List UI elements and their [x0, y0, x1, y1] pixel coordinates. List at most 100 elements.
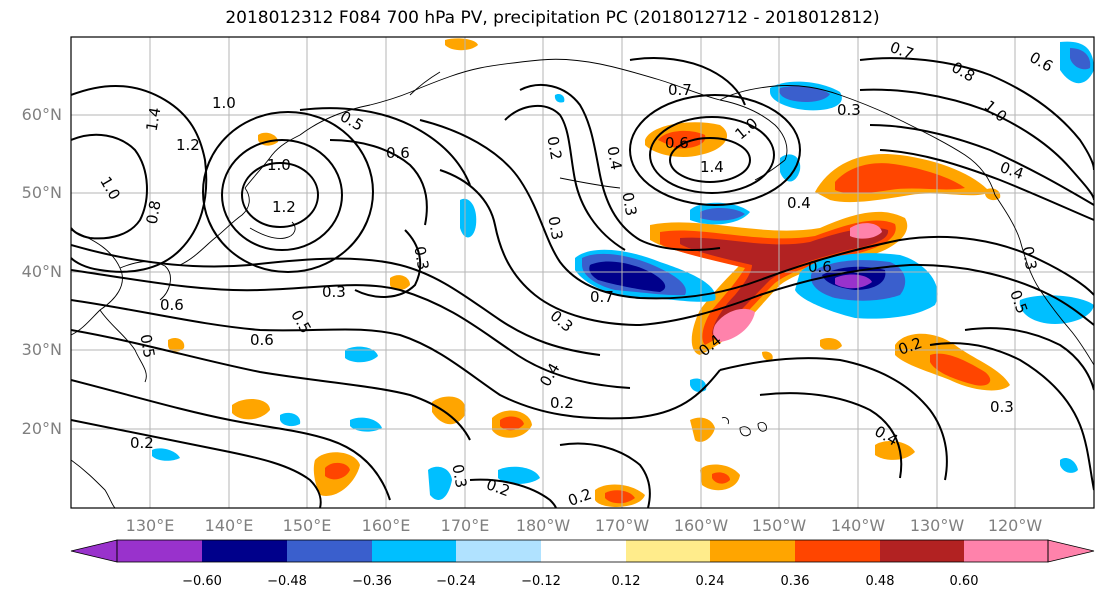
precip-s11-orange — [445, 38, 478, 51]
lon-label: 170°W — [594, 516, 650, 535]
map-frame — [70, 36, 1095, 509]
lon-label: 130°E — [125, 516, 175, 535]
contour-label: 1.4 — [143, 106, 165, 133]
precip-s9-orange — [390, 275, 410, 291]
contour-label: 1.0 — [96, 173, 124, 203]
contour-label: 0.4 — [998, 158, 1027, 183]
colorbar-tick-label: −0.36 — [352, 574, 392, 589]
contour-label: 1.0 — [981, 97, 1011, 126]
precip-s7-orange — [875, 440, 915, 460]
colorbar-cell — [70, 539, 118, 563]
contour-label: 0.3 — [547, 307, 577, 336]
contour-label: 0.3 — [990, 398, 1014, 416]
lat-label: 40°N — [21, 262, 62, 281]
colorbar — [70, 539, 1095, 563]
colorbar-tick-label: −0.48 — [267, 574, 307, 589]
colorbar-tick-label: −0.12 — [521, 574, 561, 589]
precip-s5-orange — [232, 398, 270, 420]
colorbar-tick-label: 0.12 — [611, 574, 641, 589]
contour-label: 0.6 — [250, 331, 274, 349]
colorbar-cell — [372, 540, 456, 562]
contour-label: 0.5 — [287, 307, 315, 337]
colorbar-cell — [626, 540, 710, 562]
lon-label: 160°W — [673, 516, 729, 535]
contour-label: 0.7 — [668, 81, 692, 99]
contour-label: 0.3 — [410, 245, 432, 272]
contour-label: 1.2 — [176, 136, 200, 154]
contour-label: 0.6 — [808, 258, 832, 276]
precip-neg-small-9 — [690, 378, 707, 393]
contour-label: 0.5 — [136, 333, 158, 360]
contour-label: 0.6 — [1026, 48, 1056, 76]
precip-hawaii-red — [712, 472, 730, 484]
contour-label: 1.2 — [272, 198, 296, 216]
precip-neg-central-dark — [589, 261, 666, 292]
contour-label: 1.0 — [267, 156, 291, 174]
pv-contours — [71, 57, 1094, 508]
lon-label: 170°E — [440, 516, 490, 535]
colorbar-cell — [117, 540, 202, 562]
lon-label: 130°W — [909, 516, 965, 535]
contour-label: 0.4 — [787, 194, 811, 212]
precip-s2-red — [325, 462, 350, 480]
colorbar-cell — [1047, 539, 1095, 563]
contour-label: 0.8 — [948, 58, 978, 86]
contour-label: 0.3 — [837, 101, 861, 119]
colorbar-tick-label: −0.60 — [182, 574, 222, 589]
precip-s8-orange — [820, 338, 842, 351]
colorbar-cell — [795, 540, 880, 562]
precip-neg-small-5 — [498, 466, 540, 484]
precip-sub-red — [930, 353, 991, 386]
contour-label: 0.3 — [618, 191, 640, 218]
lat-label: 30°N — [21, 340, 62, 359]
contour-label: 1.0 — [212, 94, 236, 112]
lon-label: 160°E — [361, 516, 411, 535]
contour-label: 0.3 — [322, 283, 346, 301]
map-title: 2018012312 F084 700 hPa PV, precipitatio… — [225, 8, 880, 28]
precip-neg-small-7 — [152, 448, 180, 461]
precip-s13-orange — [985, 188, 1001, 201]
precip-band-darkred — [680, 227, 889, 335]
precip-neg-coast — [1019, 295, 1094, 325]
precip-s14-orange — [762, 351, 773, 361]
precip-neg-bering-mid — [700, 208, 745, 221]
contour-label: 0.4 — [536, 360, 564, 390]
precip-neg-small-2 — [460, 198, 477, 238]
contour-label: 0.3 — [1018, 245, 1040, 272]
colorbar-tick-label: 0.24 — [695, 574, 725, 589]
contour-label: 1.4 — [700, 158, 724, 176]
precip-neg-east-purple — [835, 274, 872, 289]
colorbar-cell — [964, 540, 1048, 562]
coastlines — [71, 58, 1094, 508]
lat-label: 50°N — [21, 183, 62, 202]
contour-label: 0.2 — [543, 135, 565, 162]
colorbar-cell — [880, 540, 964, 562]
colorbar-cell — [710, 540, 795, 562]
colorbar-cell — [202, 540, 287, 562]
contour-label: 0.2 — [130, 434, 154, 452]
colorbar-cell — [541, 540, 626, 562]
colorbar-cell — [456, 540, 541, 562]
lon-label: 120°W — [987, 516, 1043, 535]
precip-s1-red — [605, 490, 635, 504]
contour-label: 0.3 — [544, 215, 566, 242]
lat-label: 60°N — [21, 105, 62, 124]
precip-neg-small-10 — [1060, 458, 1078, 473]
colorbar-tick-label: −0.24 — [436, 574, 476, 589]
colorbar-cell — [287, 540, 372, 562]
colorbar-tick-label: 0.36 — [780, 574, 810, 589]
precip-neg-ak-mid — [779, 86, 830, 102]
precip-aleut-red — [658, 130, 706, 149]
lon-label: 150°W — [751, 516, 807, 535]
precip-s4-red — [500, 416, 524, 431]
precip-gulf-red — [835, 163, 965, 194]
lon-label: 140°W — [830, 516, 886, 535]
precip-neg-nw-canada-mid — [1070, 48, 1091, 70]
contour-label: 0.6 — [386, 144, 410, 162]
precip-s10-orange — [168, 337, 185, 352]
precip-neg-small-8 — [280, 412, 301, 427]
lon-label: 140°E — [204, 516, 254, 535]
contour-label: 1.0 — [732, 114, 762, 143]
lat-label: 20°N — [21, 419, 62, 438]
